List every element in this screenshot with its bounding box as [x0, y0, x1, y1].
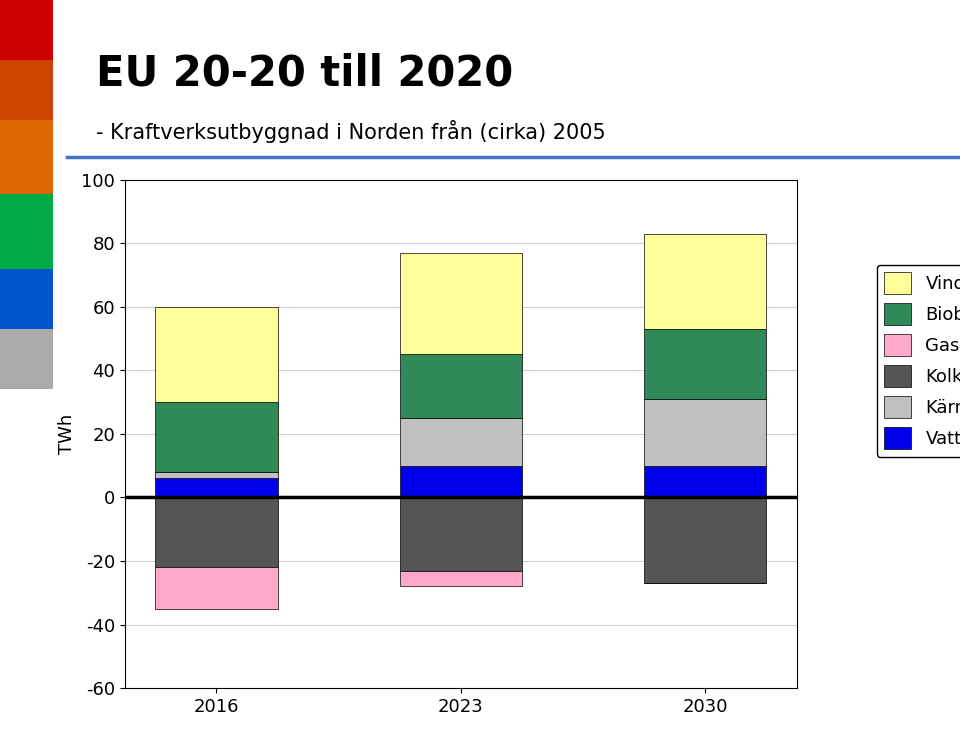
Legend: Vindkraft, Biobränslekraft, Gaskraft, Kolkraft, Kärnkraft, Vattenkraft: Vindkraft, Biobränslekraft, Gaskraft, Ko… — [876, 265, 960, 456]
Y-axis label: TWh: TWh — [58, 414, 76, 454]
Bar — [156, 472, 277, 479]
Bar — [644, 329, 766, 399]
Text: EU 20-20 till 2020: EU 20-20 till 2020 — [96, 52, 514, 94]
Bar — [399, 571, 522, 586]
Bar — [156, 497, 277, 567]
Bar — [399, 253, 522, 355]
Bar — [644, 233, 766, 329]
Bar — [156, 567, 277, 609]
Bar — [644, 465, 766, 497]
Bar — [399, 465, 522, 497]
Text: - Kraftverksutbyggnad i Norden från (cirka) 2005: - Kraftverksutbyggnad i Norden från (cir… — [96, 120, 606, 143]
Bar — [399, 355, 522, 418]
Bar — [156, 307, 277, 402]
Bar — [399, 418, 522, 465]
Bar — [644, 399, 766, 465]
Bar — [399, 497, 522, 571]
Bar — [156, 479, 277, 497]
Bar — [156, 402, 277, 472]
Bar — [644, 497, 766, 583]
